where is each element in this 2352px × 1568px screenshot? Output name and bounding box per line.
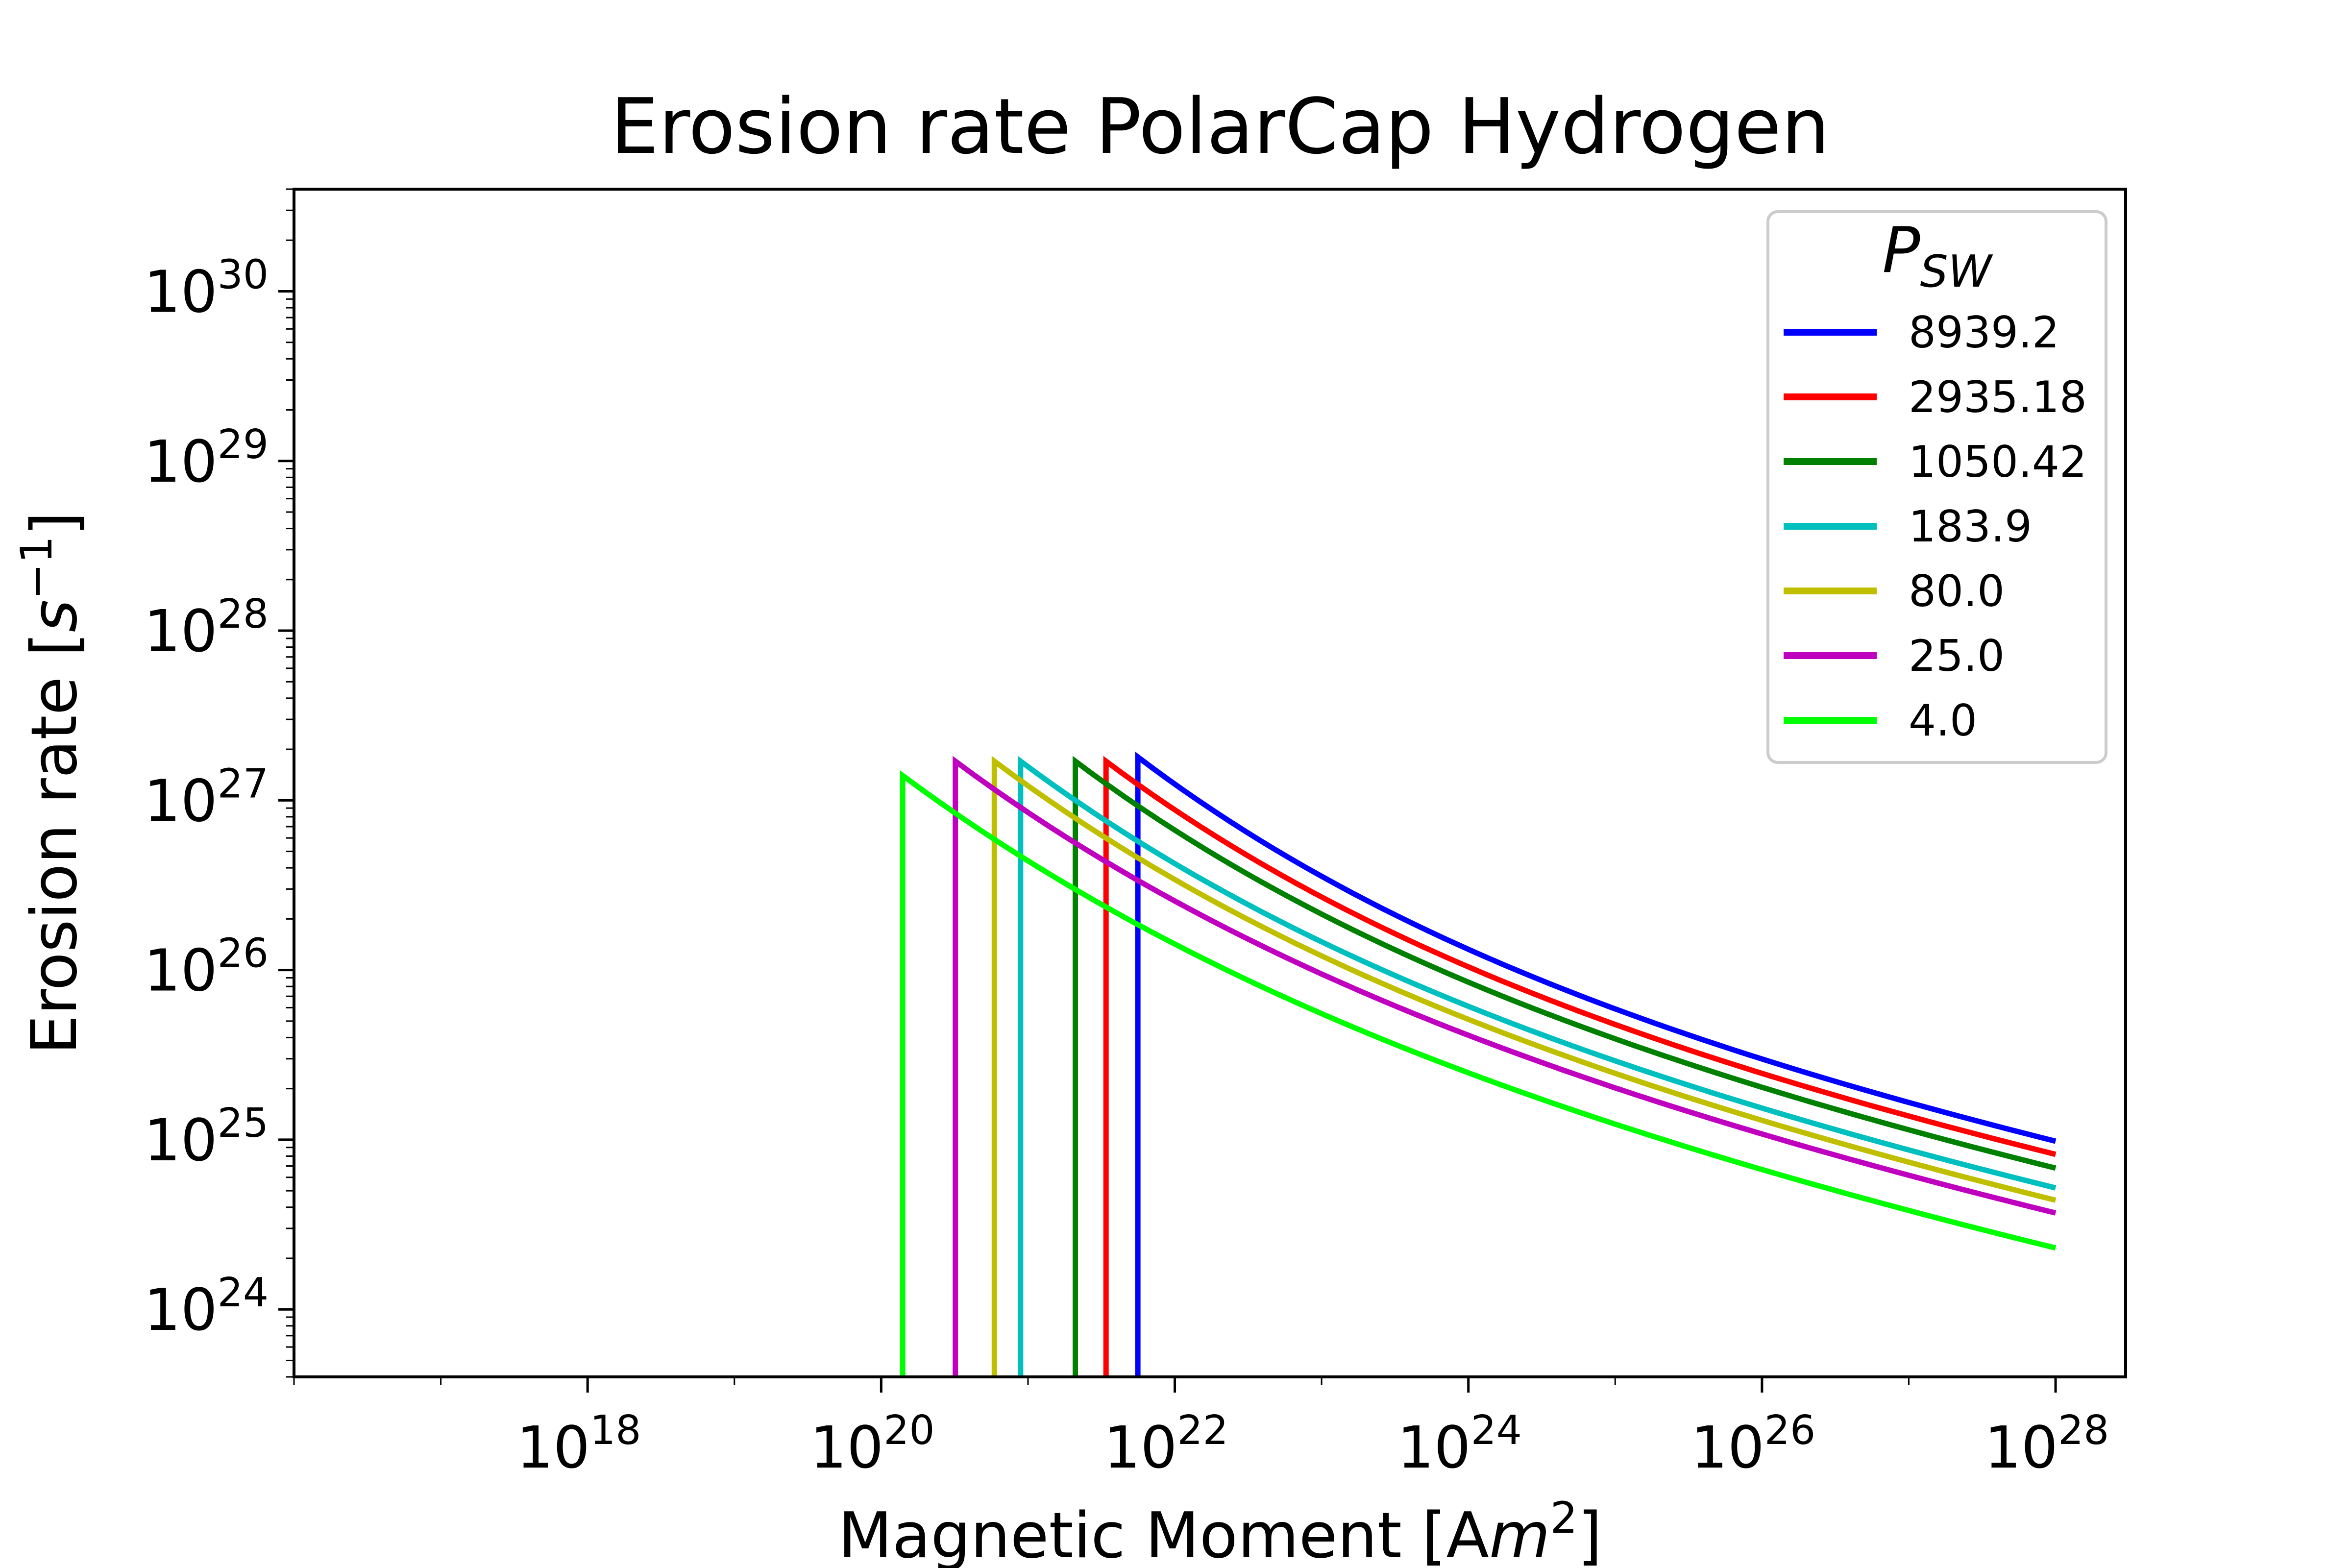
y-tick-label-4: 1028 (144, 591, 269, 665)
x-tick-label-4-base: 10 (1691, 1414, 1764, 1481)
y-tick-label-5-base: 10 (144, 428, 218, 495)
label-close: ] (18, 512, 91, 536)
label-close: ] (1578, 1499, 1602, 1568)
plot-series (900, 751, 2057, 1377)
x-tick-label-4: 1026 (1691, 1407, 1816, 1481)
y-tick-label-0-base: 10 (144, 1276, 218, 1344)
x-axis: 1018 1020 1022 1024 1026 1028 (293, 1377, 2109, 1481)
legend-title: PSW (1882, 214, 1993, 297)
x-tick-label-2-base: 10 (1103, 1414, 1177, 1481)
legend-label-1: 2935.18 (1909, 372, 2087, 422)
y-axis-label: Erosion rate [s−1] (11, 512, 91, 1054)
x-tick-label-4-exponent: 26 (1764, 1407, 1815, 1454)
label-text: Magnetic Moment [A (838, 1499, 1489, 1568)
label-text: Erosion rate [ (18, 632, 91, 1054)
series-line-6 (900, 770, 2057, 1377)
y-tick-label-6-exponent: 30 (218, 251, 269, 298)
label-superscript: −1 (11, 536, 62, 600)
legend-title-base: P (1882, 214, 1920, 287)
y-tick-label-3: 1027 (144, 760, 269, 834)
plot-frame (293, 188, 2127, 1378)
y-tick-label-4-exponent: 28 (218, 591, 269, 637)
legend-label-0: 8939.2 (1909, 307, 2059, 358)
series-line-2 (1073, 756, 2057, 1377)
y-tick-label-2: 1026 (144, 931, 269, 1004)
series-line-3 (1018, 756, 2057, 1377)
label-superscript: 2 (1550, 1493, 1578, 1543)
x-tick-label-0: 1018 (516, 1407, 641, 1481)
x-tick-label-0-base: 10 (516, 1414, 590, 1481)
x-tick-label-0-exponent: 18 (590, 1407, 641, 1454)
y-tick-label-1: 1025 (144, 1100, 269, 1174)
y-tick-label-0: 1024 (144, 1270, 269, 1344)
series-line-1 (1103, 756, 2057, 1377)
x-tick-label-2-exponent: 22 (1177, 1407, 1228, 1454)
x-tick-label-2: 1022 (1103, 1407, 1228, 1481)
x-tick-label-1-exponent: 20 (883, 1407, 934, 1454)
series-line-0 (1135, 751, 2057, 1377)
x-axis-label: Magnetic Moment [Am2] (838, 1493, 1602, 1568)
label-italic: m (1489, 1499, 1550, 1568)
legend-label-2: 1050.42 (1909, 437, 2087, 487)
legend-label-3: 183.9 (1909, 501, 2032, 552)
series-line-4 (991, 756, 2057, 1377)
x-tick-label-5: 1028 (1984, 1407, 2109, 1481)
x-tick-label-3: 1024 (1397, 1407, 1522, 1481)
legend-label-4: 80.0 (1909, 566, 2005, 616)
x-tick-label-3-exponent: 24 (1471, 1407, 1522, 1454)
legend: PSW 8939.2 2935.18 1050.42 183.9 80.0 25.0 4.0 (1766, 210, 2107, 764)
x-tick-label-1: 1020 (810, 1407, 935, 1481)
y-tick-label-2-base: 10 (144, 937, 218, 1004)
chart-title: Erosion rate PolarCap Hydrogen (611, 82, 1830, 171)
legend-items: 8939.2 2935.18 1050.42 183.9 80.0 25.0 4.0 (1784, 307, 2087, 746)
legend-box (1766, 210, 2107, 764)
label-italic: s (18, 599, 91, 632)
x-tick-label-1-base: 10 (810, 1414, 883, 1481)
y-tick-label-0-exponent: 24 (218, 1270, 269, 1316)
y-tick-label-6: 1030 (144, 251, 269, 325)
x-tick-label-3-base: 10 (1397, 1414, 1470, 1481)
x-tick-label-5-exponent: 28 (2058, 1407, 2109, 1454)
legend-title-subscript: SW (1920, 246, 1993, 297)
x-tick-label-5-base: 10 (1984, 1414, 2058, 1481)
y-tick-label-6-base: 10 (144, 258, 218, 325)
y-tick-label-5: 1029 (144, 421, 269, 495)
y-tick-label-5-exponent: 29 (218, 421, 269, 468)
y-tick-label-2-exponent: 26 (218, 931, 269, 977)
legend-label-5: 25.0 (1909, 631, 2005, 681)
legend-label-6: 4.0 (1909, 695, 1977, 746)
y-tick-label-1-exponent: 25 (218, 1100, 269, 1147)
y-tick-label-4-base: 10 (144, 597, 218, 665)
y-tick-label-1-base: 10 (144, 1106, 218, 1174)
y-tick-label-3-exponent: 27 (218, 760, 269, 807)
y-tick-label-3-base: 10 (144, 767, 218, 834)
series-line-5 (953, 756, 2057, 1377)
